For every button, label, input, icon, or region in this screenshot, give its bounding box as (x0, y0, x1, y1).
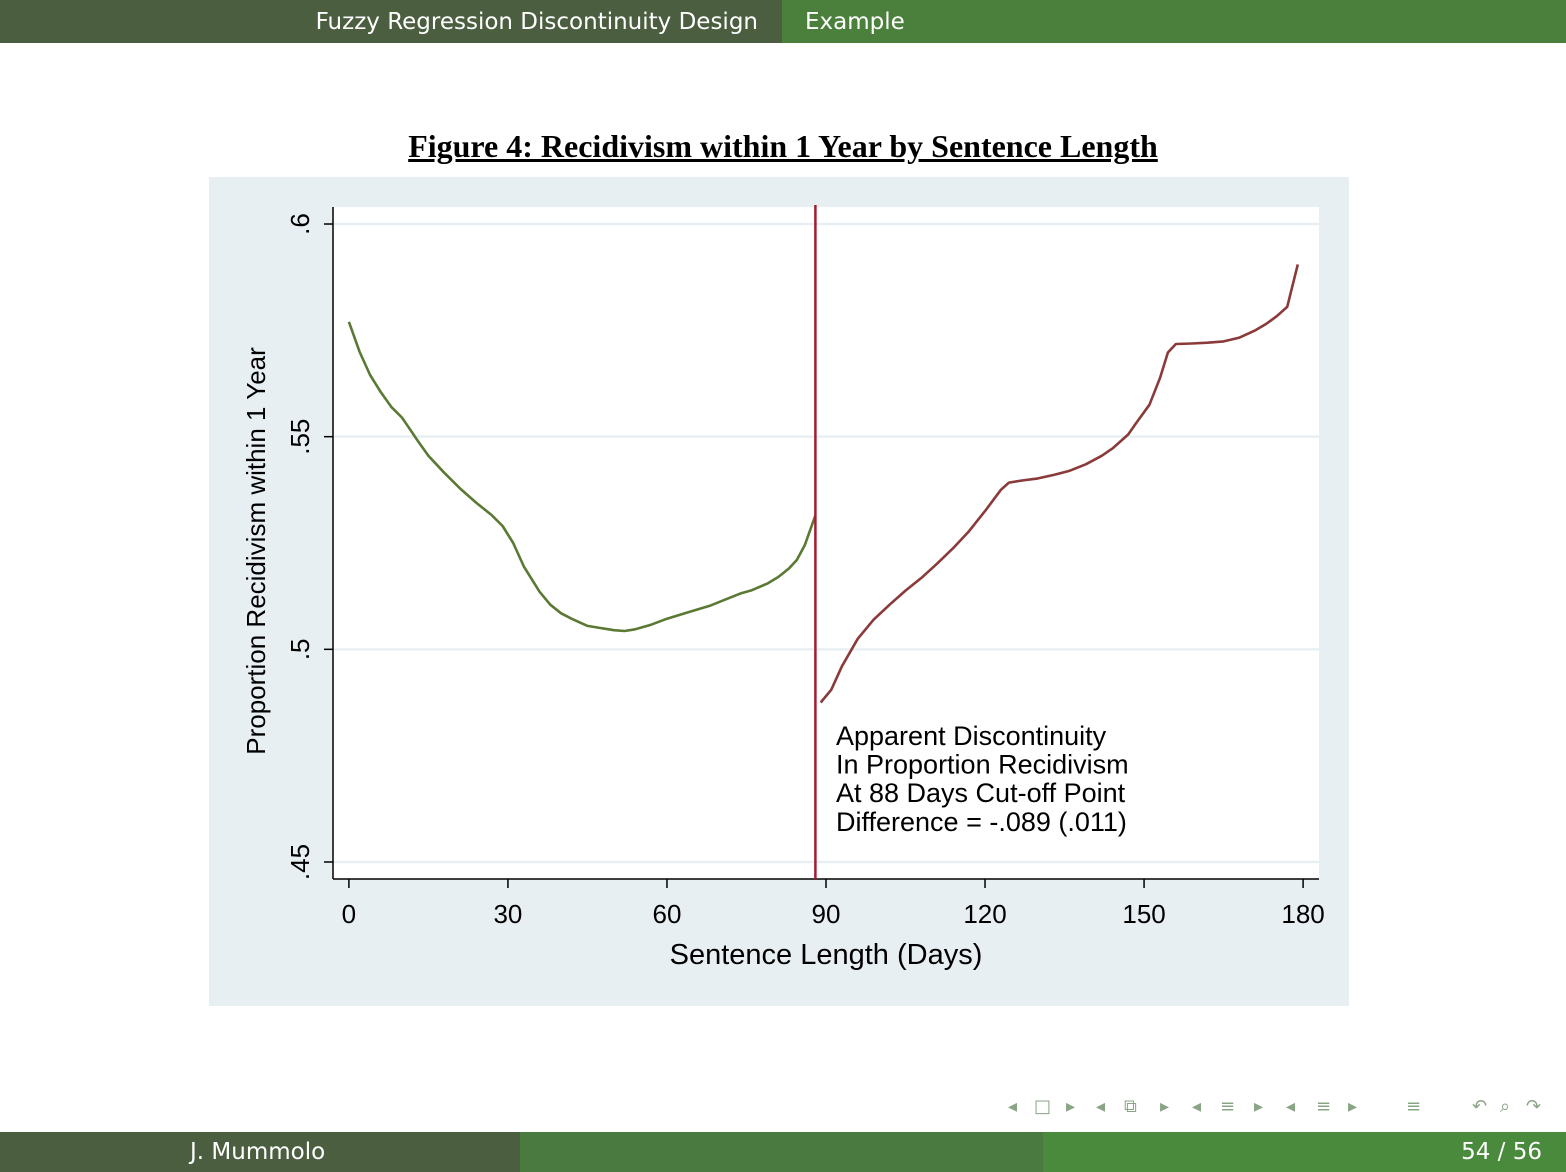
nav-icon[interactable]: ↶ (1472, 1096, 1488, 1117)
nav-icon[interactable]: ▸ (1254, 1096, 1264, 1117)
x-tick-label: 60 (653, 899, 682, 929)
x-tick-label: 150 (1122, 899, 1165, 929)
nav-icon[interactable]: ▸ (1066, 1096, 1076, 1117)
nav-icon[interactable]: ◂ (1286, 1096, 1296, 1117)
nav-icon[interactable]: ≡ (1406, 1096, 1422, 1117)
header-bar: Fuzzy Regression Discontinuity Design Ex… (0, 0, 1566, 43)
annotation-line: Difference = -.089 (.011) (836, 807, 1127, 837)
nav-icon[interactable]: ◂ (1096, 1096, 1106, 1117)
y-tick-label: .55 (285, 419, 315, 455)
nav-icon[interactable]: ▸ (1160, 1096, 1170, 1117)
beamer-navigation: ◂ □ ▸ ◂ ⧉ ▸ ◂ ≡ ▸ ◂ ≡ ▸ ≡ ↶ ⌕ ↷ (1000, 1096, 1560, 1122)
x-tick-label: 180 (1281, 899, 1324, 929)
nav-icon[interactable]: ▸ (1348, 1096, 1358, 1117)
x-axis-label: Sentence Length (Days) (670, 939, 983, 971)
series-lines (347, 264, 1300, 704)
author: J. Mummolo (0, 1132, 520, 1172)
subsection-title[interactable]: Example (782, 0, 1566, 43)
y-tick-label: .5 (285, 638, 315, 660)
nav-icon[interactable]: ⌕ (1500, 1096, 1511, 1117)
series-line-above-cutoff (819, 264, 1300, 704)
x-tick-label: 120 (963, 899, 1006, 929)
section-title[interactable]: Fuzzy Regression Discontinuity Design (0, 0, 782, 43)
nav-icon[interactable]: ≡ (1220, 1096, 1236, 1117)
annotation-line: Apparent Discontinuity (836, 721, 1107, 751)
x-tick-label: 0 (342, 899, 356, 929)
y-tick-label: .6 (285, 213, 315, 235)
nav-icon[interactable]: ◂ (1192, 1096, 1202, 1117)
nav-icon[interactable]: □ (1034, 1096, 1052, 1117)
x-tick-label: 30 (493, 899, 522, 929)
y-axis-label: Proportion Recidivism within 1 Year (241, 347, 271, 755)
annotation-line: At 88 Days Cut-off Point (836, 778, 1126, 808)
y-axis: .45 .5 .55 .6 (285, 213, 333, 880)
figure-title: Figure 4: Recidivism within 1 Year by Se… (408, 128, 1158, 164)
nav-icon[interactable]: ⧉ (1124, 1096, 1137, 1117)
x-axis: 0 30 60 90 120 150 180 (342, 879, 1325, 929)
nav-icon[interactable]: ↷ (1526, 1096, 1542, 1117)
annotation-line: In Proportion Recidivism (836, 750, 1129, 780)
nav-icon[interactable]: ≡ (1316, 1096, 1332, 1117)
grid-lines (333, 222, 1319, 864)
page-number: 54 / 56 (1043, 1132, 1566, 1172)
nav-icon[interactable]: ◂ (1008, 1096, 1018, 1117)
footer-bar: J. Mummolo 54 / 56 (0, 1132, 1566, 1172)
series-line-below-cutoff (347, 321, 817, 633)
x-tick-label: 90 (812, 899, 841, 929)
footer-middle (520, 1132, 1043, 1172)
y-tick-label: .45 (285, 844, 315, 880)
plot-region (333, 207, 1319, 879)
